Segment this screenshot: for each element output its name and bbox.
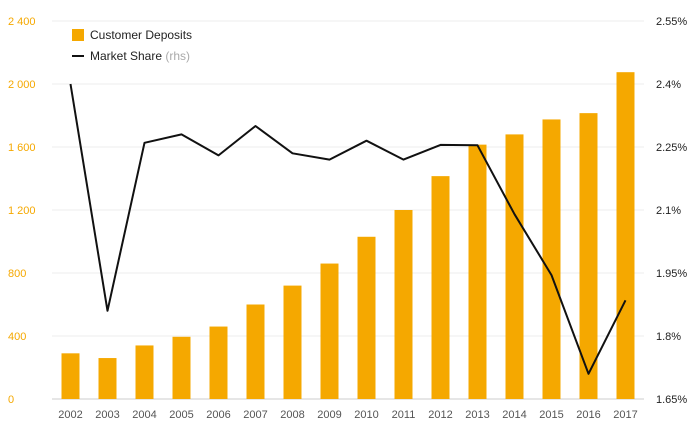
deposit-bar [468,144,487,399]
y-left-tick-label: 1 600 [8,142,36,154]
x-tick-label: 2003 [95,409,119,421]
deposit-bar [357,236,376,399]
x-tick-label: 2004 [132,409,156,421]
x-tick-label: 2011 [392,409,416,421]
deposit-bar [98,358,117,399]
legend: Customer Deposits Market Share (rhs) [72,28,192,63]
x-tick-label: 2010 [354,409,378,421]
y-left-tick-label: 1 200 [8,205,36,217]
y-left-tick-label: 2 000 [8,79,36,91]
y-left-tick-label: 2 400 [8,16,36,28]
deposit-bar [246,304,265,399]
deposit-bar [172,336,191,399]
deposit-bars [61,72,635,399]
y-left-tick-label: 0 [8,394,14,406]
market-share-line-group [69,83,627,375]
legend-label-share: Market Share (rhs) [90,49,190,63]
y-right-tick-label: 2.25% [656,142,687,154]
legend-label-share-suffix: (rhs) [165,49,190,63]
deposit-bar [283,285,302,399]
x-tick-label: 2007 [243,409,267,421]
legend-label-share-main: Market Share [90,49,162,63]
x-tick-label: 2014 [502,409,526,421]
x-tick-label: 2013 [465,409,489,421]
y-right-tick-label: 2.1% [656,205,681,217]
deposit-bar [209,326,228,399]
legend-swatch-deposits [72,29,84,41]
deposit-bar [616,72,635,399]
x-tick-label: 2012 [428,409,452,421]
deposit-bar [135,345,154,399]
y-left-tick-label: 400 [8,331,26,343]
market-share-line [69,83,627,375]
deposit-bar [394,210,413,399]
deposit-bar [505,134,524,399]
y-right-tick-label: 1.65% [656,394,687,406]
y-right-tick-label: 1.95% [656,268,687,280]
y-right-tick-label: 1.8% [656,331,681,343]
deposit-bar [431,176,450,399]
left-axis: 0 400 800 1 200 1 600 2 000 2 400 [8,16,36,406]
deposit-bar [579,113,598,399]
y-right-tick-label: 2.55% [656,16,687,28]
y-left-tick-label: 800 [8,268,26,280]
x-tick-label: 2006 [206,409,230,421]
x-tick-label: 2016 [576,409,600,421]
deposit-bar [61,353,80,399]
x-tick-label: 2017 [613,409,637,421]
x-tick-label: 2008 [280,409,304,421]
x-tick-label: 2005 [169,409,193,421]
deposit-bar [320,263,339,399]
gridlines [52,20,644,400]
y-right-tick-label: 2.4% [656,79,681,91]
x-tick-label: 2009 [317,409,341,421]
legend-label-deposits: Customer Deposits [90,28,192,42]
right-axis: 1.65% 1.8% 1.95% 2.1% 2.25% 2.4% 2.55% [656,16,687,406]
deposit-bar [542,119,561,399]
x-tick-label: 2002 [58,409,82,421]
x-axis: 2002 2003 2004 2005 2006 2007 2008 2009 2010 2011… [58,409,637,421]
x-tick-label: 2015 [539,409,563,421]
